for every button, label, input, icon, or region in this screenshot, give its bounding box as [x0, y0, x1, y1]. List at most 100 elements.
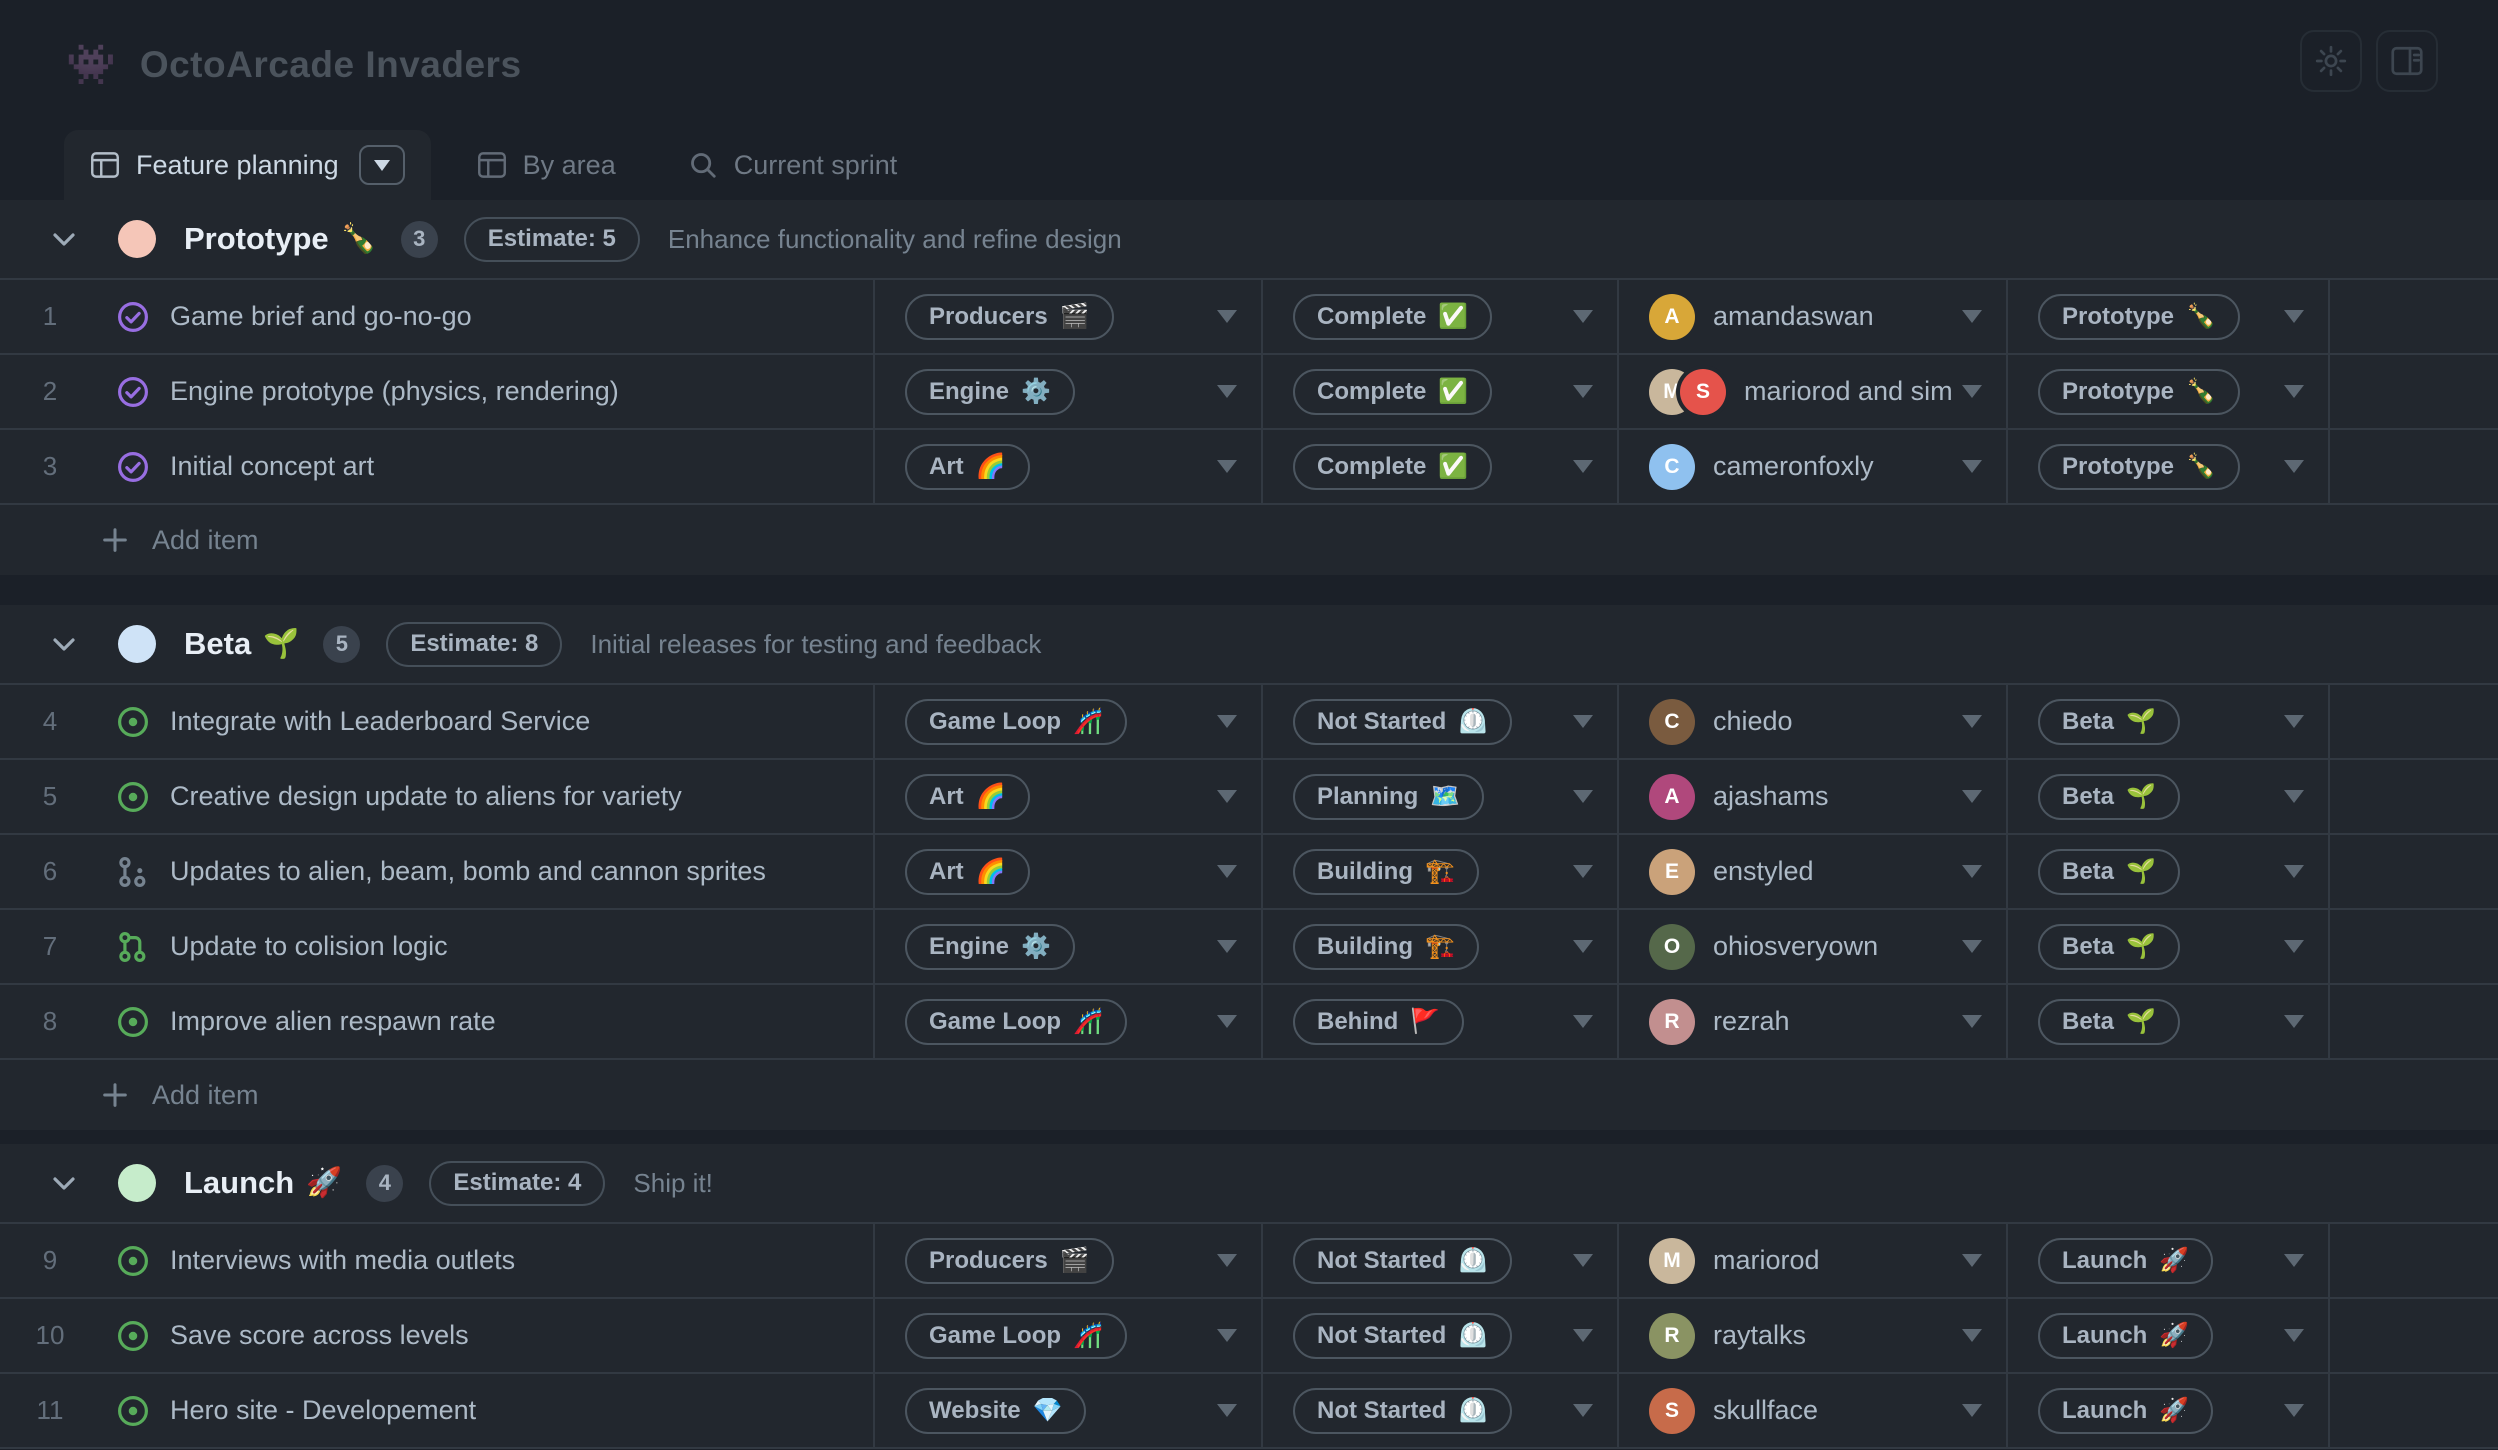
collapse-chevron-down-icon[interactable]	[48, 223, 80, 255]
stage-cell[interactable]: Beta 🌱	[2008, 985, 2330, 1058]
status-cell[interactable]: Complete ✅	[1263, 430, 1619, 503]
stage-pill[interactable]: Beta 🌱	[2038, 773, 2180, 820]
item-title[interactable]: Initial concept art	[170, 451, 375, 481]
stage-pill[interactable]: Launch 🚀	[2038, 1312, 2214, 1359]
view-options-button[interactable]	[358, 145, 405, 185]
status-cell[interactable]: Behind 🚩	[1263, 985, 1619, 1058]
dropdown-caret-icon[interactable]	[1573, 309, 1593, 323]
item-title[interactable]: Interviews with media outlets	[170, 1245, 516, 1275]
assignee-cell[interactable]: M mariorod	[1619, 1224, 2008, 1297]
dropdown-caret-icon[interactable]	[1962, 864, 1982, 878]
dropdown-caret-icon[interactable]	[1217, 1403, 1237, 1417]
status-pill[interactable]: Building 🏗️	[1293, 848, 1479, 895]
dropdown-caret-icon[interactable]	[1217, 309, 1237, 323]
status-cell[interactable]: Not Started ⏲️	[1263, 685, 1619, 758]
team-cell[interactable]: Producers 🎬	[875, 280, 1263, 353]
stage-cell[interactable]: Launch 🚀	[2008, 1374, 2330, 1447]
dropdown-caret-icon[interactable]	[1962, 384, 1982, 398]
status-cell[interactable]: Not Started ⏲️	[1263, 1224, 1619, 1297]
tab-by-area[interactable]: By area	[451, 130, 642, 200]
status-cell[interactable]: Building 🏗️	[1263, 910, 1619, 983]
dropdown-caret-icon[interactable]	[1962, 714, 1982, 728]
dropdown-caret-icon[interactable]	[1962, 1328, 1982, 1342]
dropdown-caret-icon[interactable]	[2284, 714, 2304, 728]
team-pill[interactable]: Art 🌈	[905, 443, 1030, 490]
stage-pill[interactable]: Beta 🌱	[2038, 848, 2180, 895]
assignee-cell[interactable]: C cameronfoxly	[1619, 430, 2008, 503]
status-pill[interactable]: Not Started ⏲️	[1293, 698, 1513, 745]
assignee-cell[interactable]: A amandaswan	[1619, 280, 2008, 353]
team-pill[interactable]: Producers 🎬	[905, 1237, 1114, 1284]
dropdown-caret-icon[interactable]	[2284, 864, 2304, 878]
dropdown-caret-icon[interactable]	[1962, 309, 1982, 323]
team-cell[interactable]: Game Loop 🎢	[875, 685, 1263, 758]
team-pill[interactable]: Engine ⚙️	[905, 368, 1075, 415]
stage-cell[interactable]: Launch 🚀	[2008, 1224, 2330, 1297]
status-pill[interactable]: Complete ✅	[1293, 443, 1493, 490]
item-title[interactable]: Creative design update to aliens for var…	[170, 781, 682, 811]
dropdown-caret-icon[interactable]	[1573, 1403, 1593, 1417]
stage-cell[interactable]: Beta 🌱	[2008, 910, 2330, 983]
tab-feature-planning[interactable]: Feature planning	[64, 130, 431, 200]
dropdown-caret-icon[interactable]	[1573, 1014, 1593, 1028]
team-pill[interactable]: Producers 🎬	[905, 293, 1114, 340]
dropdown-caret-icon[interactable]	[1962, 789, 1982, 803]
dropdown-caret-icon[interactable]	[2284, 1328, 2304, 1342]
dropdown-caret-icon[interactable]	[1573, 384, 1593, 398]
dropdown-caret-icon[interactable]	[1573, 789, 1593, 803]
status-cell[interactable]: Planning 🗺️	[1263, 760, 1619, 833]
dropdown-caret-icon[interactable]	[2284, 1253, 2304, 1267]
assignee-cell[interactable]: R raytalks	[1619, 1299, 2008, 1372]
assignee-cell[interactable]: R rezrah	[1619, 985, 2008, 1058]
item-title[interactable]: Hero site - Developement	[170, 1395, 477, 1425]
dropdown-caret-icon[interactable]	[1217, 459, 1237, 473]
dropdown-caret-icon[interactable]	[2284, 384, 2304, 398]
team-pill[interactable]: Website 💎	[905, 1387, 1087, 1434]
dropdown-caret-icon[interactable]	[2284, 789, 2304, 803]
item-title[interactable]: Game brief and go-no-go	[170, 301, 472, 331]
stage-pill[interactable]: Beta 🌱	[2038, 698, 2180, 745]
item-title[interactable]: Improve alien respawn rate	[170, 1006, 496, 1036]
stage-pill[interactable]: Prototype 🍾	[2038, 443, 2240, 490]
collapse-chevron-down-icon[interactable]	[48, 1167, 80, 1199]
status-pill[interactable]: Building 🏗️	[1293, 923, 1479, 970]
stage-cell[interactable]: Beta 🌱	[2008, 685, 2330, 758]
item-title[interactable]: Integrate with Leaderboard Service	[170, 706, 591, 736]
team-pill[interactable]: Art 🌈	[905, 773, 1030, 820]
dropdown-caret-icon[interactable]	[1573, 864, 1593, 878]
tab-current-sprint[interactable]: Current sprint	[662, 130, 924, 200]
dropdown-caret-icon[interactable]	[1573, 714, 1593, 728]
dropdown-caret-icon[interactable]	[2284, 309, 2304, 323]
status-cell[interactable]: Complete ✅	[1263, 355, 1619, 428]
team-cell[interactable]: Art 🌈	[875, 430, 1263, 503]
assignee-cell[interactable]: O ohiosveryown	[1619, 910, 2008, 983]
stage-cell[interactable]: Prototype 🍾	[2008, 355, 2330, 428]
dropdown-caret-icon[interactable]	[1962, 1253, 1982, 1267]
dropdown-caret-icon[interactable]	[1962, 459, 1982, 473]
status-pill[interactable]: Not Started ⏲️	[1293, 1237, 1513, 1284]
team-cell[interactable]: Producers 🎬	[875, 1224, 1263, 1297]
dropdown-caret-icon[interactable]	[1962, 1014, 1982, 1028]
dropdown-caret-icon[interactable]	[1962, 1403, 1982, 1417]
status-cell[interactable]: Building 🏗️	[1263, 835, 1619, 908]
status-cell[interactable]: Complete ✅	[1263, 280, 1619, 353]
status-pill[interactable]: Behind 🚩	[1293, 998, 1465, 1045]
team-cell[interactable]: Art 🌈	[875, 760, 1263, 833]
stage-cell[interactable]: Prototype 🍾	[2008, 280, 2330, 353]
assignee-cell[interactable]: C chiedo	[1619, 685, 2008, 758]
stage-cell[interactable]: Launch 🚀	[2008, 1299, 2330, 1372]
dropdown-caret-icon[interactable]	[1217, 1253, 1237, 1267]
team-pill[interactable]: Game Loop 🎢	[905, 698, 1127, 745]
dropdown-caret-icon[interactable]	[1217, 789, 1237, 803]
dropdown-caret-icon[interactable]	[2284, 1403, 2304, 1417]
team-cell[interactable]: Art 🌈	[875, 835, 1263, 908]
team-pill[interactable]: Game Loop 🎢	[905, 998, 1127, 1045]
stage-pill[interactable]: Launch 🚀	[2038, 1237, 2214, 1284]
dropdown-caret-icon[interactable]	[2284, 939, 2304, 953]
team-pill[interactable]: Game Loop 🎢	[905, 1312, 1127, 1359]
assignee-cell[interactable]: A ajashams	[1619, 760, 2008, 833]
dropdown-caret-icon[interactable]	[1217, 1014, 1237, 1028]
status-cell[interactable]: Not Started ⏲️	[1263, 1374, 1619, 1447]
team-pill[interactable]: Engine ⚙️	[905, 923, 1075, 970]
